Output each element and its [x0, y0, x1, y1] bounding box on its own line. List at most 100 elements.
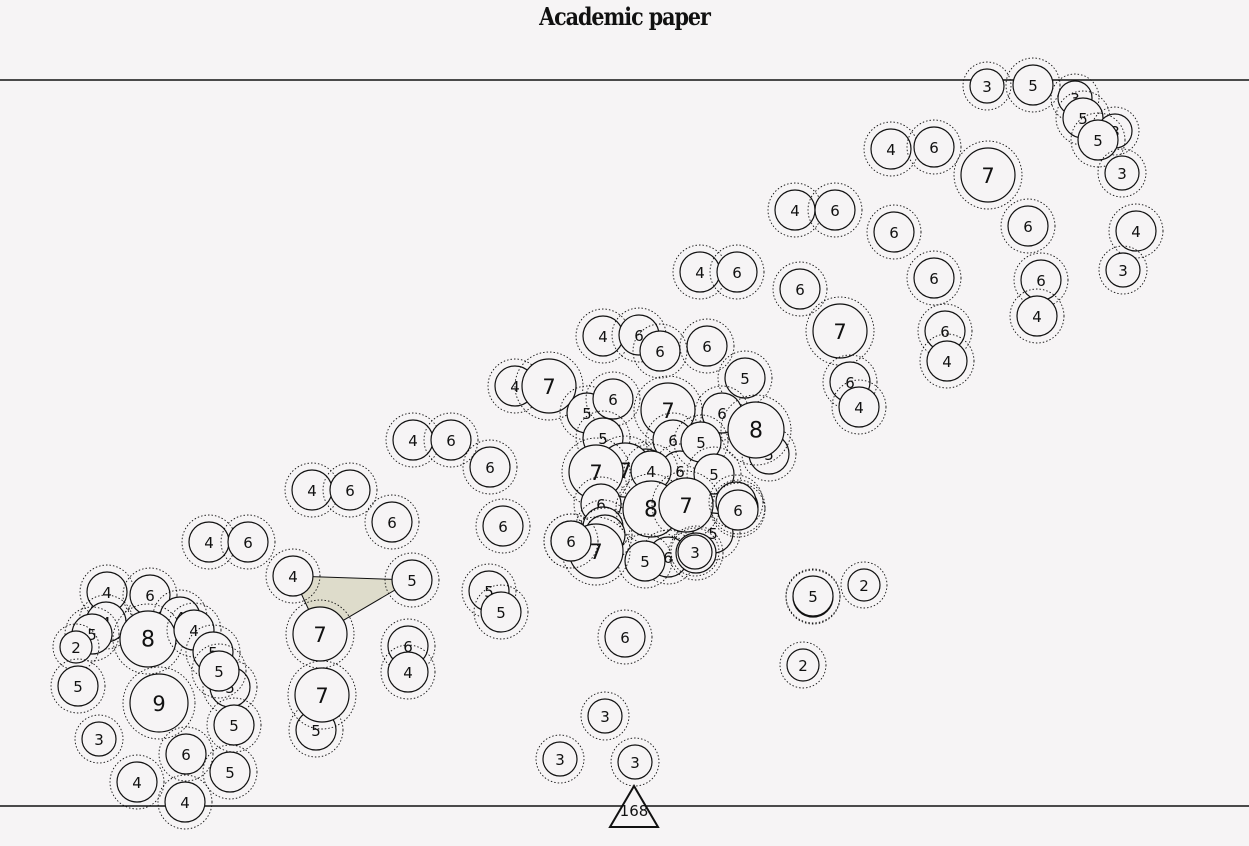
node-bubble[interactable]: 6 [220, 514, 276, 570]
node-bubble[interactable]: 6 [906, 250, 962, 306]
node-bubble[interactable]: 5 [1070, 112, 1126, 168]
node-bubble[interactable]: 3 [1097, 148, 1147, 198]
node-bubble[interactable]: 6 [475, 498, 531, 554]
node-bubble[interactable]: 6 [597, 609, 653, 665]
node-bubble[interactable]: 2 [52, 623, 100, 671]
node-bubble[interactable]: 4 [284, 462, 340, 518]
node-label: 6 [889, 224, 899, 242]
node-bubble[interactable]: 6 [906, 119, 962, 175]
node-halo [109, 754, 165, 810]
node-circle [870, 128, 912, 170]
node-bubble[interactable]: 5 [717, 350, 773, 406]
node-bubble[interactable]: 6 [322, 462, 378, 518]
node-bubble[interactable]: 6 [807, 182, 863, 238]
node-label: 6 [634, 327, 644, 345]
node-label: 6 [733, 502, 743, 520]
node-bubble[interactable]: 9 [122, 666, 196, 740]
node-circle [779, 268, 821, 310]
node-bubble[interactable]: 2 [779, 641, 827, 689]
node-bubble[interactable]: 6 [1000, 198, 1056, 254]
node-bubble[interactable]: 8 [112, 603, 184, 675]
node-halo [866, 204, 922, 260]
node-circle [960, 147, 1016, 203]
node-bubble[interactable]: 4 [623, 443, 679, 499]
node-bubble[interactable]: 8 [720, 394, 792, 466]
node-bubble[interactable]: 3 [580, 691, 630, 741]
node-bubble[interactable]: 6 [585, 371, 641, 427]
node-label: 5 [311, 722, 321, 740]
node-circle [165, 733, 207, 775]
node-bubble[interactable]: 4 [919, 333, 975, 389]
node-circle [57, 665, 99, 707]
node-bubble[interactable]: 5 [473, 584, 529, 640]
node-circle [1115, 210, 1157, 252]
node-bubble[interactable]: 4 [767, 182, 823, 238]
node-bubble[interactable]: 2 [840, 561, 888, 609]
node-bubble[interactable]: 7 [285, 599, 355, 669]
node-bubble[interactable]: 5 [617, 533, 673, 589]
node-bubble[interactable]: 4 [380, 644, 436, 700]
node-bubble[interactable]: 6 [710, 482, 766, 538]
node-bubble[interactable]: 7 [805, 296, 875, 366]
node-bubble[interactable]: 7 [514, 351, 584, 421]
node-bubble[interactable]: 5 [191, 643, 247, 699]
node-label: 6 [845, 374, 855, 392]
node-bubble[interactable]: 4 [385, 412, 441, 468]
node-bubble[interactable]: 3 [610, 737, 660, 787]
node-label: 5 [1093, 132, 1103, 150]
node-label: 6 [929, 139, 939, 157]
node-circle [587, 698, 623, 734]
node-bubble[interactable]: 3 [670, 527, 720, 577]
node-bubble[interactable]: 6 [772, 261, 828, 317]
node-circle [624, 540, 666, 582]
node-label: 6 [940, 323, 950, 341]
node-label: 5 [709, 466, 719, 484]
node-bubble[interactable]: 4 [1108, 203, 1164, 259]
node-bubble[interactable]: 6 [423, 412, 479, 468]
node-halo [1098, 245, 1148, 295]
node-bubble[interactable]: 3 [1098, 245, 1148, 295]
node-label: 4 [307, 482, 317, 500]
node-label: 7 [661, 399, 674, 423]
node-bubble[interactable]: 3 [74, 714, 124, 764]
node-bubble[interactable]: 4 [157, 774, 213, 830]
node-circle [1012, 64, 1054, 106]
node-bubble[interactable]: 6 [462, 439, 518, 495]
node-label: 4 [132, 774, 142, 792]
node-bubble[interactable]: 7 [651, 470, 721, 540]
node-bubble[interactable]: 7 [287, 660, 357, 730]
node-bubble[interactable]: 4 [265, 548, 321, 604]
node-bubble[interactable]: 6 [158, 726, 214, 782]
node-bubble[interactable]: 3 [962, 61, 1012, 111]
node-halo [74, 714, 124, 764]
node-bubble[interactable]: 5 [202, 744, 258, 800]
node-bubble[interactable]: 6 [632, 323, 688, 379]
node-bubble[interactable]: 6 [364, 494, 420, 550]
node-label: 4 [180, 794, 190, 812]
node-bubble[interactable]: 5 [384, 552, 440, 608]
node-bubble[interactable]: 6 [709, 244, 765, 300]
node-label: 8 [749, 419, 763, 444]
node-bubble[interactable]: 4 [181, 514, 237, 570]
node-bubble[interactable]: 4 [863, 121, 919, 177]
node-bubble[interactable]: 6 [866, 204, 922, 260]
node-bubble[interactable]: 5 [206, 697, 262, 753]
node-label: 4 [1131, 223, 1141, 241]
node-circle [482, 505, 524, 547]
node-bubble[interactable]: 6 [679, 318, 735, 374]
node-label: 7 [981, 164, 994, 188]
node-halo [64, 606, 120, 662]
node-label: 9 [152, 692, 165, 716]
node-bubble[interactable]: 4 [831, 379, 887, 435]
node-bubble[interactable]: 7 [953, 140, 1023, 210]
node-bubble[interactable]: 4 [1009, 288, 1065, 344]
node-bubble[interactable]: 5 [50, 658, 106, 714]
node-label: 3 [1070, 90, 1080, 108]
node-bubble[interactable]: 4 [109, 754, 165, 810]
node-bubble[interactable]: 5 [1005, 57, 1061, 113]
node-bubble[interactable]: 3 [535, 734, 585, 784]
node-label: 6 [1036, 272, 1046, 290]
node-bubble[interactable]: 6 [543, 513, 599, 569]
node-bubble[interactable]: 5 [785, 568, 841, 624]
